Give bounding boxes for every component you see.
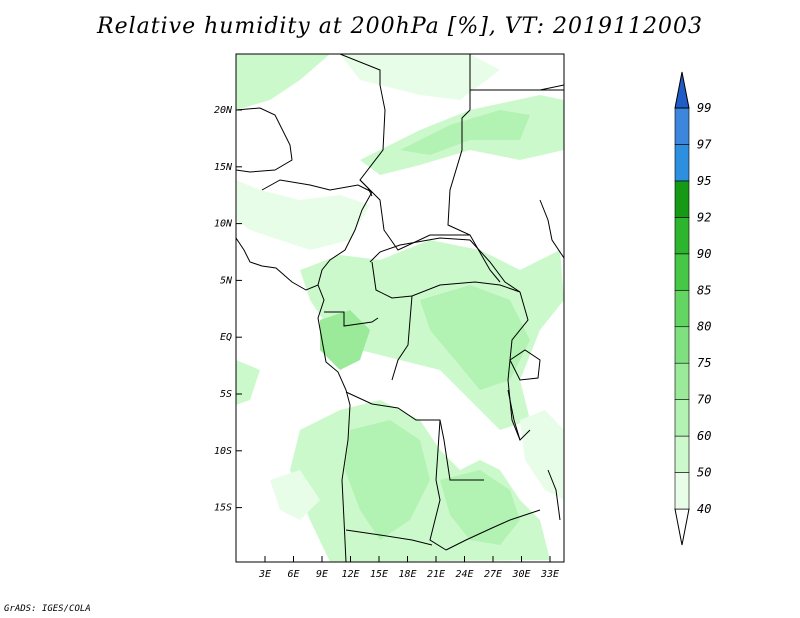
moist-area-gabon	[320, 310, 370, 370]
border-angola-zambia	[429, 419, 447, 551]
credit-label: GrADS: IGES/COLA	[4, 604, 91, 614]
lon-label: 30E	[511, 569, 530, 580]
border-namibia	[345, 529, 433, 546]
moist-area-congo-core	[420, 285, 530, 390]
colorbar-segment	[674, 217, 690, 255]
border-niger-nigeria	[261, 179, 373, 193]
colorbar-label: 40	[697, 502, 711, 516]
moist-band-sahel-core	[400, 110, 530, 155]
lat-label: 15N	[214, 162, 233, 173]
latitude-axis: 20N 15N 10N 5N EQ 5S 10S 15S	[214, 105, 242, 514]
colorbar-label: 75	[697, 356, 711, 370]
border-cameroon-gabon	[324, 311, 379, 327]
colorbar-label: 92	[697, 210, 711, 224]
longitude-axis: 3E 6E 9E 12E 15E 18E 21E 24E 27E 30E 33E	[258, 556, 559, 580]
moist-area-north	[236, 54, 330, 110]
colorbar-label: 70	[697, 393, 711, 407]
moist-area-sw-coast	[236, 360, 260, 405]
lake-tanganyika	[507, 389, 521, 441]
lat-label: EQ	[220, 332, 232, 343]
moist-area-sw-ocean	[270, 470, 320, 520]
border-car-congo	[371, 261, 521, 299]
lon-label: 6E	[287, 569, 299, 580]
colorbar-label: 60	[697, 429, 711, 443]
lake-malawi	[547, 469, 561, 521]
lat-label: 10S	[214, 446, 232, 457]
border-east-africa	[539, 199, 564, 259]
country-borders	[236, 54, 564, 562]
moist-area-south-core-2	[440, 470, 520, 545]
border-chad-sudan	[447, 109, 501, 283]
colorbar-label: 90	[697, 247, 711, 261]
moist-area-south-core	[345, 420, 430, 540]
moist-area-southeast	[520, 410, 564, 500]
lat-label: 15S	[214, 503, 232, 514]
colorbar-label: 95	[697, 174, 711, 188]
lon-label: 24E	[455, 569, 473, 580]
colorbar-segment	[674, 71, 690, 109]
border-drc-angola	[345, 391, 484, 481]
lon-label: 27E	[484, 569, 502, 580]
colorbar-segment	[674, 472, 690, 510]
coastline-west-africa	[236, 237, 351, 562]
colorbar-segment	[674, 362, 690, 400]
moist-area-north-2	[340, 54, 500, 100]
colorbar-segment	[674, 107, 690, 145]
chart-title: Relative humidity at 200hPa [%], VT: 201…	[97, 14, 703, 39]
colorbar-label: 99	[697, 101, 711, 115]
lat-label: 20N	[214, 105, 233, 116]
lon-label: 9E	[316, 569, 328, 580]
border-mali-niger	[236, 107, 293, 173]
map-frame	[235, 53, 565, 563]
lat-label: 5N	[220, 275, 233, 286]
colorbar-segment	[674, 399, 690, 437]
lon-label: 18E	[398, 569, 416, 580]
lake-chad	[359, 179, 373, 197]
lon-label: 3E	[258, 569, 271, 580]
colorbar-segment	[674, 144, 690, 182]
border-ethiopia	[500, 84, 564, 91]
colorbar-label: 97	[697, 137, 712, 151]
colorbar-segment	[674, 289, 690, 328]
colorbar-segment	[674, 435, 690, 473]
colorbar-segment	[674, 253, 690, 291]
colorbar-segment	[674, 326, 690, 364]
border-nigeria-cameroon	[317, 191, 373, 286]
border-zambia	[445, 509, 541, 551]
humidity-shading	[236, 54, 564, 562]
moist-area-west	[236, 180, 370, 250]
colorbar-label: 85	[697, 283, 711, 297]
colorbar-segment	[674, 180, 690, 218]
lon-label: 12E	[341, 569, 359, 580]
colorbar-label: 80	[697, 320, 711, 334]
colorbar-label: 50	[697, 466, 711, 480]
lon-label: 33E	[540, 569, 559, 580]
lake-victoria	[509, 349, 541, 381]
border-congo-drc	[391, 295, 413, 381]
lon-label: 15E	[370, 569, 388, 580]
lon-label: 21E	[427, 569, 445, 580]
colorbar-segment	[674, 508, 690, 546]
lat-label: 10N	[214, 219, 233, 230]
colorbar: 40 50 60 70 75 80 85 90 92 95 97 99	[674, 71, 712, 546]
lat-label: 5S	[220, 389, 232, 400]
border-car	[369, 237, 521, 293]
